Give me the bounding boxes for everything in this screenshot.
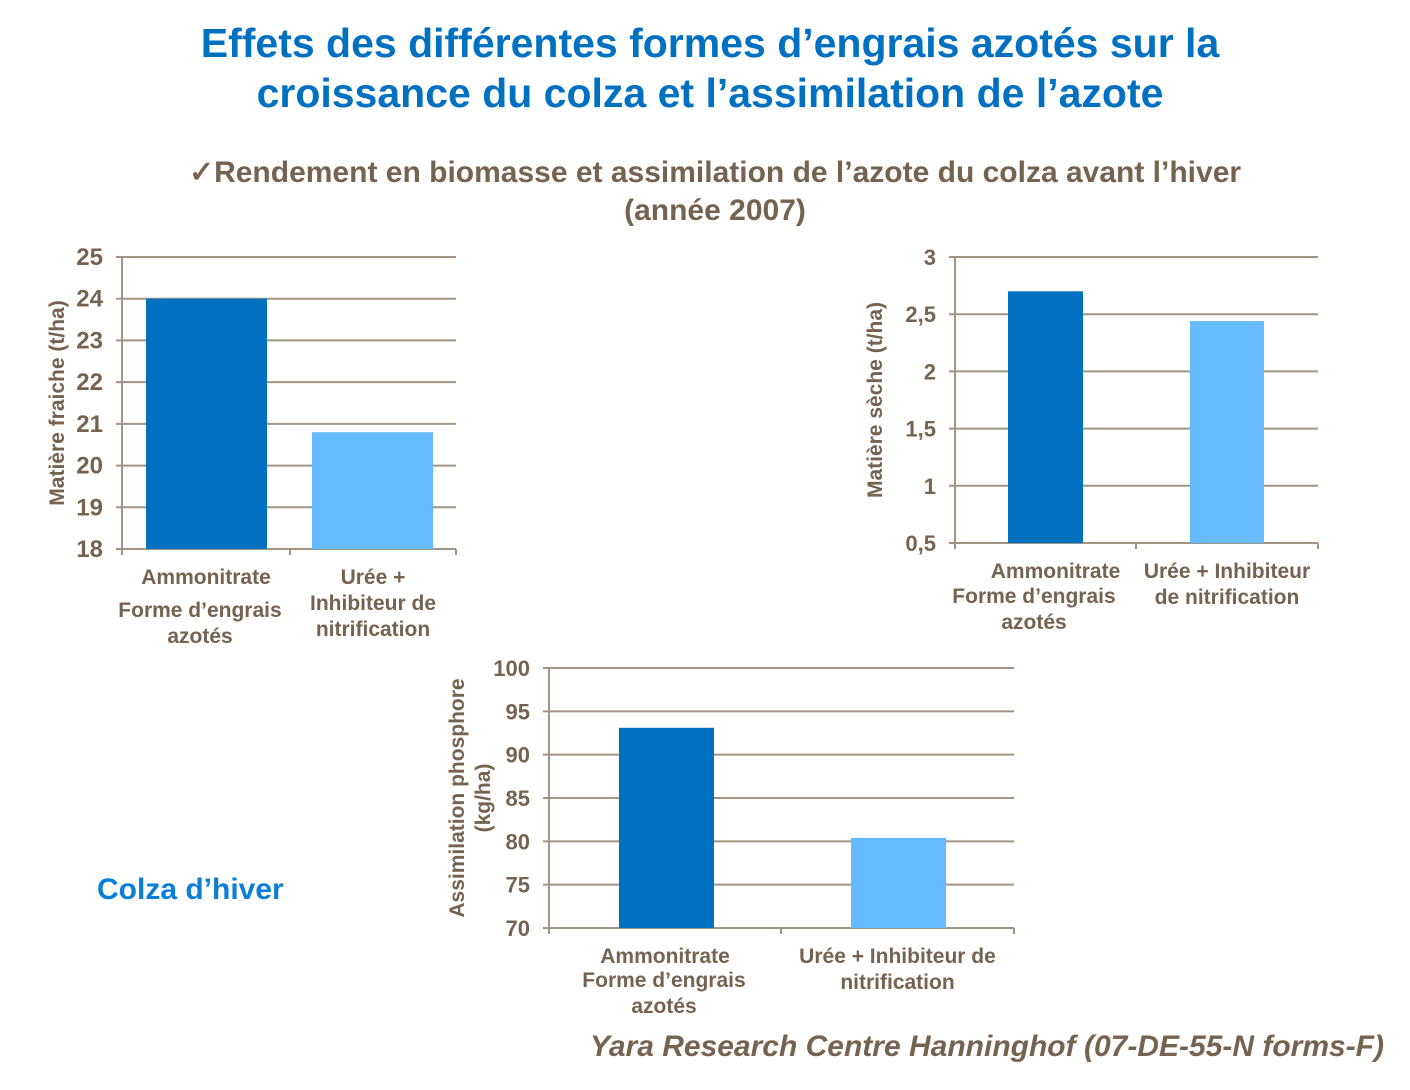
y-tick-label: 21: [76, 411, 103, 438]
x-category-label: nitrification: [840, 971, 954, 994]
x-category-label: Ammonitrate: [991, 560, 1121, 583]
x-category-label: Urée + Inhibiteur de: [799, 945, 996, 968]
x-axis-title: Forme d’engrais: [582, 969, 745, 992]
bar-uree-inhibiteur: [312, 432, 433, 549]
y-tick-label: 1: [924, 474, 936, 499]
x-category-label: Urée + Inhibiteur: [1144, 560, 1310, 583]
slide-subtitle: ✓Rendement en biomasse et assimilation d…: [0, 154, 1410, 230]
y-axis-title: (kg/ha): [472, 764, 495, 833]
bar-ammonitrate: [1008, 291, 1083, 543]
y-tick-label: 20: [76, 453, 103, 480]
x-axis-title: Forme d’engrais: [952, 585, 1115, 608]
bar-uree-inhibiteur: [851, 837, 946, 928]
y-tick-label: 85: [506, 786, 530, 811]
y-tick-label: 70: [506, 916, 530, 941]
subtitle-line: (année 2007): [624, 194, 806, 227]
y-tick-label: 2,5: [905, 302, 936, 327]
bar-ammonitrate: [146, 298, 267, 549]
y-axis-title: Assimilation phosphore: [446, 678, 469, 917]
title-line: croissance du colza et l’assimilation de…: [256, 70, 1164, 116]
y-tick-label: 75: [506, 873, 530, 898]
title-line: Effets des différentes formes d’engrais …: [200, 20, 1220, 66]
slide-title: Effets des différentes formes d’engrais …: [0, 18, 1410, 118]
y-axis-title: Matière sèche (t/ha): [864, 302, 887, 498]
y-tick-label: 90: [506, 743, 530, 768]
x-axis-title: Forme d’engrais: [118, 599, 281, 622]
x-category-label: Urée +: [341, 566, 406, 589]
y-tick-label: 25: [76, 244, 103, 271]
y-tick-label: 100: [493, 656, 530, 681]
y-tick-label: 80: [506, 829, 530, 854]
x-axis-title: azotés: [631, 995, 696, 1018]
y-tick-label: 19: [76, 494, 103, 521]
subtitle-line: ✓Rendement en biomasse et assimilation d…: [188, 156, 1242, 189]
source-credit: Yara Research Centre Hanninghof (07-DE-5…: [589, 1030, 1384, 1063]
y-axis-title: Matière fraiche (t/ha): [46, 300, 69, 505]
y-tick-label: 22: [76, 369, 103, 396]
y-tick-label: 24: [76, 286, 103, 313]
x-category-label: Ammonitrate: [141, 566, 271, 589]
y-tick-label: 3: [924, 245, 936, 270]
y-tick-label: 95: [506, 699, 530, 724]
x-category-label: Inhibiteur de: [310, 592, 436, 615]
side-label: Colza d’hiver: [97, 873, 284, 906]
y-tick-label: 23: [76, 327, 103, 354]
x-category-label: nitrification: [316, 618, 430, 641]
bar-ammonitrate: [619, 727, 714, 928]
y-tick-label: 0,5: [905, 531, 936, 556]
x-axis-title: azotés: [1001, 611, 1066, 634]
y-tick-label: 18: [76, 536, 103, 563]
x-axis-title: azotés: [167, 625, 232, 648]
x-category-label: de nitrification: [1155, 586, 1300, 609]
y-tick-label: 2: [924, 359, 936, 384]
x-category-label: Ammonitrate: [600, 945, 730, 968]
y-tick-label: 1,5: [905, 417, 936, 442]
bar-uree-inhibiteur: [1190, 321, 1264, 543]
